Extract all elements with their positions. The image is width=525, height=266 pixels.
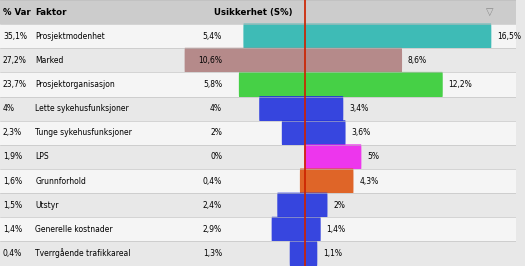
Text: 4,3%: 4,3% [359,177,379,186]
Text: 1,1%: 1,1% [323,249,342,258]
FancyBboxPatch shape [277,193,305,218]
Text: 3,6%: 3,6% [351,128,371,137]
Text: Generelle kostnader: Generelle kostnader [35,225,113,234]
FancyBboxPatch shape [0,48,516,72]
FancyBboxPatch shape [259,96,305,121]
FancyBboxPatch shape [304,120,345,146]
Text: 2%: 2% [333,201,345,210]
FancyBboxPatch shape [0,0,516,24]
Text: 12,2%: 12,2% [448,80,472,89]
FancyBboxPatch shape [304,24,491,49]
Text: 1,4%: 1,4% [3,225,22,234]
Text: ▽: ▽ [486,7,493,17]
FancyBboxPatch shape [282,120,305,146]
Text: 1,3%: 1,3% [203,249,222,258]
FancyBboxPatch shape [290,241,305,266]
FancyBboxPatch shape [271,217,305,242]
Text: 5,4%: 5,4% [203,32,222,41]
FancyBboxPatch shape [0,72,516,97]
FancyBboxPatch shape [0,242,516,265]
Text: 10,6%: 10,6% [198,56,222,65]
Text: 5,8%: 5,8% [203,80,222,89]
Text: 0,4%: 0,4% [203,177,222,186]
FancyBboxPatch shape [304,241,317,266]
Text: Tunge sykehusfunksjoner: Tunge sykehusfunksjoner [35,128,132,137]
Text: Tverrgående trafikkareal: Tverrgående trafikkareal [35,249,131,259]
Text: 3,4%: 3,4% [349,104,368,113]
Text: 1,4%: 1,4% [327,225,345,234]
Text: 2%: 2% [210,128,222,137]
Text: Utstyr: Utstyr [35,201,59,210]
Text: Prosjektmodenhet: Prosjektmodenhet [35,32,105,41]
Text: 1,6%: 1,6% [3,177,22,186]
Text: 2,3%: 2,3% [3,128,22,137]
Text: Usikkerhet (S%): Usikkerhet (S%) [214,7,293,16]
Text: Grunnforhold: Grunnforhold [35,177,86,186]
FancyBboxPatch shape [304,217,321,242]
Text: 4%: 4% [210,104,222,113]
FancyBboxPatch shape [0,121,516,145]
FancyBboxPatch shape [304,168,353,194]
Text: 0%: 0% [210,152,222,161]
FancyBboxPatch shape [304,144,361,169]
Text: 2,9%: 2,9% [203,225,222,234]
Text: 2,4%: 2,4% [203,201,222,210]
Text: 27,2%: 27,2% [3,56,27,65]
FancyBboxPatch shape [304,96,343,121]
FancyBboxPatch shape [304,193,328,218]
Text: 1,5%: 1,5% [3,201,22,210]
Text: 16,5%: 16,5% [497,32,521,41]
Text: % Var: % Var [3,7,30,16]
FancyBboxPatch shape [300,168,305,194]
Text: 35,1%: 35,1% [3,32,27,41]
Text: 8,6%: 8,6% [408,56,427,65]
FancyBboxPatch shape [0,145,516,169]
Text: 1,9%: 1,9% [3,152,22,161]
FancyBboxPatch shape [185,48,305,73]
Text: 23,7%: 23,7% [3,80,27,89]
FancyBboxPatch shape [0,24,516,48]
FancyBboxPatch shape [0,97,516,121]
Text: Prosjektorganisasjon: Prosjektorganisasjon [35,80,115,89]
Text: 5%: 5% [367,152,379,161]
Text: 4%: 4% [3,104,15,113]
FancyBboxPatch shape [244,24,305,49]
Text: Faktor: Faktor [35,7,67,16]
FancyBboxPatch shape [0,169,516,193]
FancyBboxPatch shape [304,48,402,73]
Text: 0,4%: 0,4% [3,249,22,258]
Text: Marked: Marked [35,56,64,65]
FancyBboxPatch shape [239,72,305,97]
FancyBboxPatch shape [304,72,443,97]
FancyBboxPatch shape [0,193,516,217]
Text: Lette sykehusfunksjoner: Lette sykehusfunksjoner [35,104,129,113]
Text: LPS: LPS [35,152,49,161]
FancyBboxPatch shape [0,217,516,242]
